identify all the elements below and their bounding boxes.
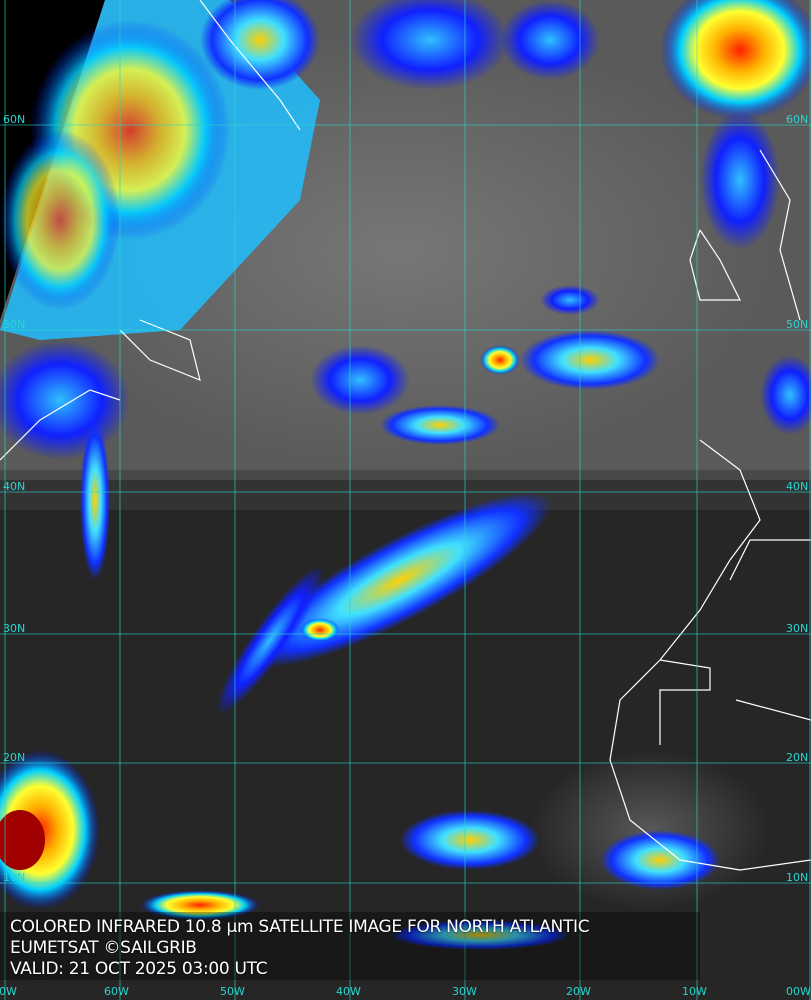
lat-label-10n: 10N (3, 871, 26, 884)
lat-label-30n: 30N (3, 622, 26, 635)
lat-label-20n-right: 20N (786, 751, 809, 764)
lat-label-50n-right: 50N (786, 318, 809, 331)
caption-title: COLORED INFRARED 10.8 µm SATELLITE IMAGE… (10, 917, 590, 937)
lat-label-60n: 60N (3, 113, 26, 126)
lon-label-50w: 50W (220, 985, 245, 998)
lon-label-10w: 10W (682, 985, 707, 998)
lat-label-10n-right: 10N (786, 871, 809, 884)
caption-valid-time: VALID: 21 OCT 2025 03:00 UTC (10, 959, 268, 979)
lat-label-30n-right: 30N (786, 622, 809, 635)
lat-label-20n: 20N (3, 751, 26, 764)
lat-label-60n-right: 60N (786, 113, 809, 126)
lon-label-30w: 30W (452, 985, 477, 998)
lat-label-40n-right: 40N (786, 480, 809, 493)
caption-source: EUMETSAT ©SAILGRIB (10, 938, 197, 958)
lon-label-20w: 20W (566, 985, 591, 998)
lon-label-00w: 00W (786, 985, 811, 998)
lon-label-40w: 40W (336, 985, 361, 998)
lat-label-40n: 40N (3, 480, 26, 493)
lat-label-50n: 50N (3, 318, 26, 331)
lon-label-60w: 60W (104, 985, 129, 998)
image-caption: COLORED INFRARED 10.8 µm SATELLITE IMAGE… (10, 917, 590, 980)
lon-label-70w: 70W (0, 985, 17, 998)
coastlines (0, 0, 811, 871)
